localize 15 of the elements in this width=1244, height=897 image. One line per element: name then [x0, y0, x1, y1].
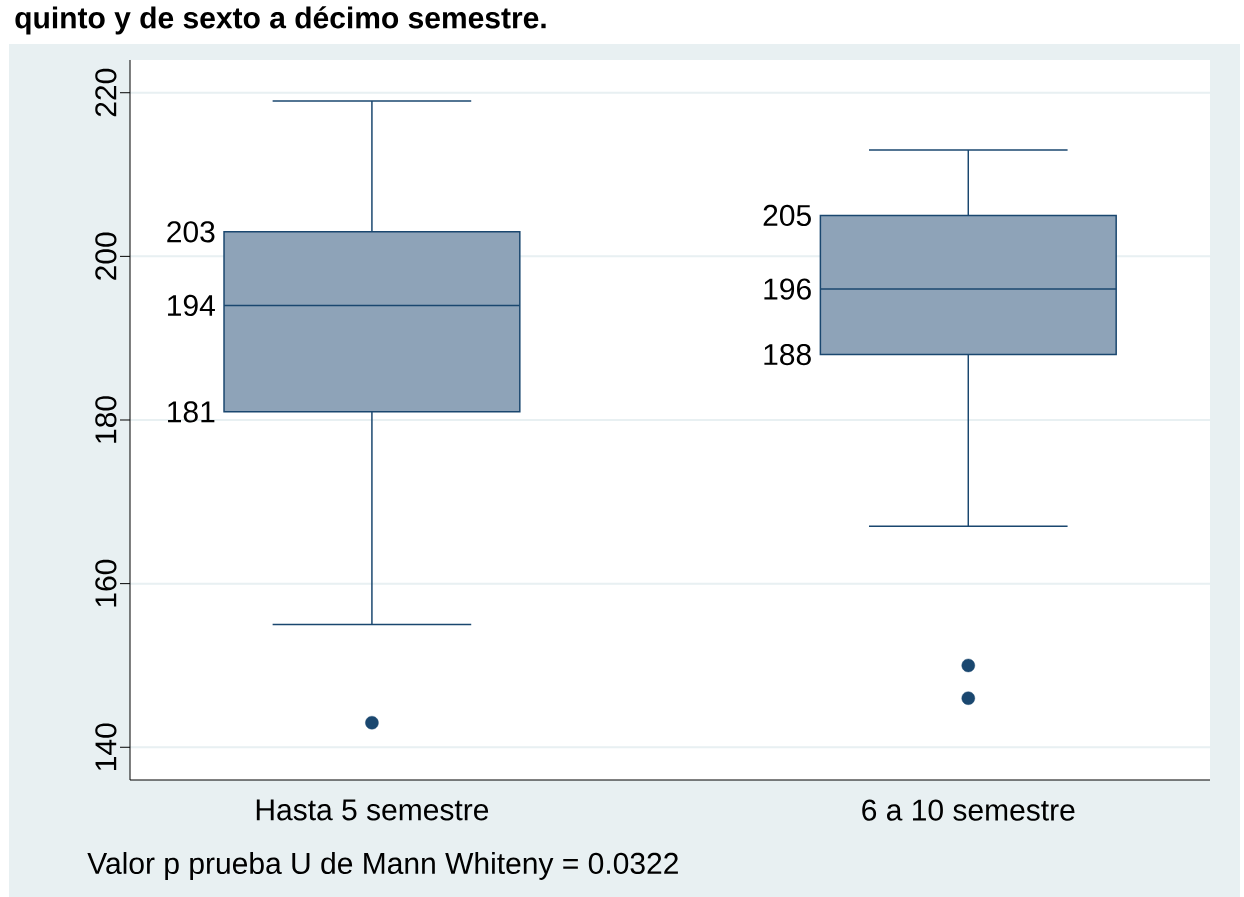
- y-tick-label: 180: [95, 396, 117, 443]
- x-tick-label: 6 a 10 semestre: [862, 799, 1075, 821]
- annotation: 194: [168, 294, 215, 317]
- y-tick-label: 140: [95, 723, 117, 771]
- annotation: 203: [167, 221, 215, 243]
- text: Valor p prueba U de Mann Whiteny = 0.0322: [87, 852, 678, 880]
- annotation: 196: [764, 278, 811, 300]
- annotation: 205: [763, 204, 811, 227]
- chart-title: quinto y de sexto a décimo semestre.: [15, 6, 546, 35]
- annotation: 181: [168, 401, 215, 423]
- y-tick-label: 160: [95, 559, 117, 607]
- y-tick-label: 200: [95, 232, 117, 280]
- x-tick-label: Hasta 5 semestre: [256, 799, 489, 821]
- y-tick-label: 220: [95, 68, 117, 117]
- annotation: 188: [764, 343, 811, 366]
